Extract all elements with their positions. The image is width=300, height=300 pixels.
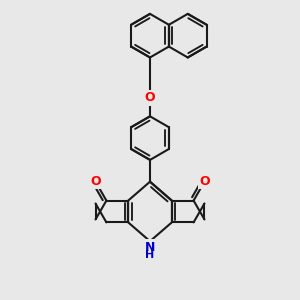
Text: O: O [90, 175, 101, 188]
Text: O: O [199, 175, 210, 188]
Text: H: H [146, 250, 154, 260]
Text: N: N [145, 241, 155, 254]
Text: O: O [145, 91, 155, 104]
